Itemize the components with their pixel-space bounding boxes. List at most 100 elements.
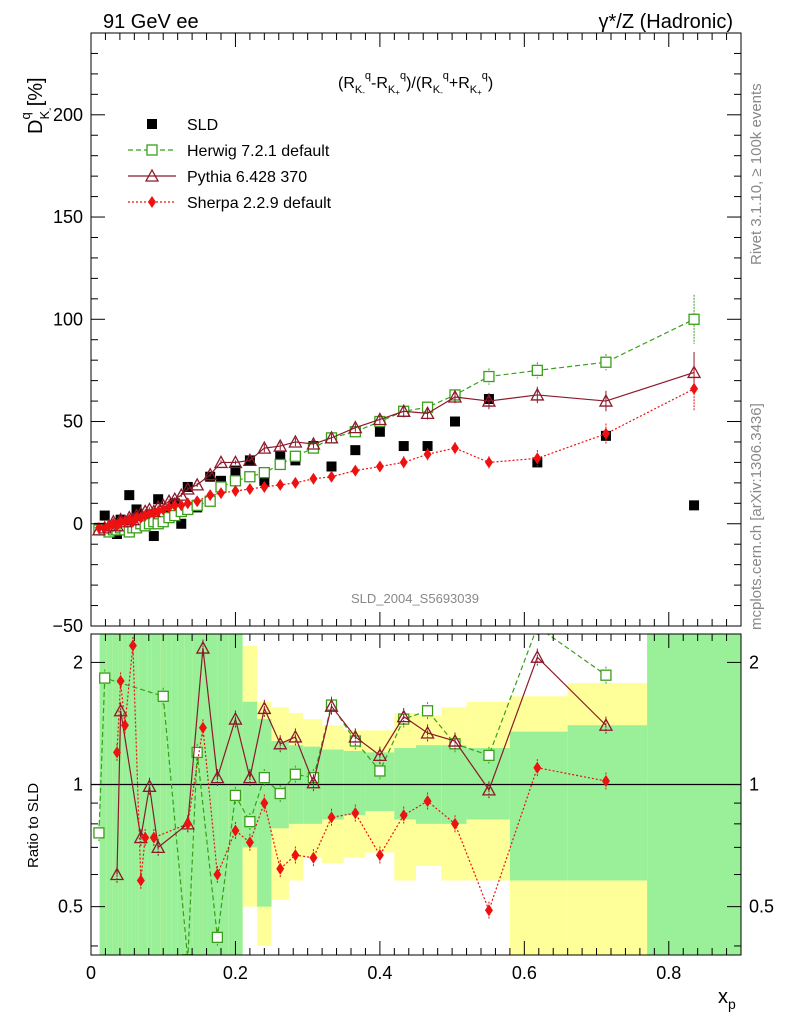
uncertainty-band-green	[192, 634, 203, 955]
ratio-point	[601, 775, 610, 788]
data-point	[350, 445, 361, 456]
ratio-y-tick-label: 1	[73, 775, 83, 795]
data-point	[124, 490, 135, 501]
ratio-point	[533, 761, 542, 774]
ratio-point	[109, 867, 125, 881]
data-point	[258, 466, 270, 479]
data-point	[399, 456, 408, 469]
uncertainty-band-green	[567, 725, 648, 881]
ratio-point	[274, 787, 286, 800]
legend-marker	[144, 168, 160, 182]
uncertainty-band-green	[166, 634, 172, 955]
uncertainty-band-green	[160, 634, 167, 955]
x-tick-label: 0.2	[223, 963, 248, 983]
uncertainty-band-green	[202, 634, 218, 955]
ratio-point	[351, 807, 360, 820]
uncertainty-band-green	[118, 634, 123, 955]
data-point	[686, 365, 702, 379]
ratio-point	[396, 709, 411, 723]
uncertainty-band-green	[217, 634, 229, 955]
ratio-point	[327, 811, 336, 824]
data-point	[598, 393, 614, 407]
data-point	[420, 405, 435, 419]
ratio-point	[309, 851, 318, 864]
data-point	[309, 472, 318, 485]
ratio-point	[276, 862, 285, 875]
data-point	[145, 507, 154, 520]
data-point	[148, 531, 159, 542]
ratio-point	[195, 640, 211, 654]
data-point	[351, 464, 360, 477]
ratio-series-1	[109, 639, 614, 884]
data-point	[141, 509, 150, 522]
data-point	[193, 495, 202, 508]
uncertainty-band-green	[106, 634, 113, 955]
data-point	[274, 458, 286, 471]
rivet-version-label: Rivet 3.1.10, ≥ 100k events	[748, 83, 765, 265]
ratio-y-tick-label: 2	[73, 652, 83, 672]
data-point	[257, 440, 272, 454]
data-point	[289, 450, 302, 462]
ratio-point	[93, 827, 105, 839]
data-point	[688, 313, 700, 325]
data-point	[372, 412, 387, 426]
data-point	[689, 500, 700, 511]
data-point	[228, 455, 243, 469]
ratio-point	[151, 840, 166, 854]
ratio-point	[600, 669, 612, 681]
data-point	[183, 497, 192, 510]
ratio-point	[399, 809, 408, 822]
legend-marker	[147, 119, 157, 129]
legend-label: Sherpa 2.2.9 default	[187, 195, 332, 212]
ratio-point	[530, 649, 545, 663]
ratio-point	[421, 705, 434, 717]
ratio-point	[532, 622, 542, 632]
legend-label: SLD	[187, 117, 218, 134]
data-point	[180, 481, 195, 495]
data-point	[375, 460, 384, 473]
ratio-point	[257, 701, 272, 715]
ratio-point	[228, 711, 243, 725]
x-tick-label: 0	[86, 963, 96, 983]
ratio-point	[182, 954, 194, 955]
ratio-point	[99, 672, 111, 684]
x-tick-label: 0.6	[512, 963, 537, 983]
ratio-point	[481, 782, 497, 796]
ratio-point	[210, 770, 225, 784]
ratio-point	[244, 816, 256, 828]
data-point	[94, 521, 103, 534]
legend: SLD Herwig 7.2.1 default Pythia 6.428 370 S…	[128, 117, 332, 212]
uncertainty-band-green	[156, 634, 161, 955]
ratio-y-tick-label-right: 2	[749, 652, 759, 672]
data-point	[484, 456, 493, 469]
ratio-point	[375, 849, 384, 862]
ratio-point	[273, 736, 288, 750]
header-left-title: 91 GeV ee	[103, 11, 199, 33]
data-point	[481, 393, 497, 407]
data-point	[230, 465, 241, 476]
ratio-point	[598, 717, 614, 731]
data-point	[348, 420, 363, 434]
main-axes: −50 0 50 100 150 200	[52, 32, 742, 636]
ratio-point	[211, 931, 224, 944]
ratio-point	[116, 674, 125, 687]
ratio-point	[423, 795, 432, 808]
data-point	[600, 356, 612, 368]
ratio-y-tick-label-right: 0.5	[749, 897, 774, 917]
ratio-point	[198, 721, 207, 734]
uncertainty-band-green	[122, 634, 128, 955]
ratio-point	[258, 771, 270, 784]
ratio-point	[420, 725, 435, 739]
y-tick-label: 100	[53, 309, 83, 329]
x-tick-label: 0.8	[656, 963, 681, 983]
data-point	[326, 461, 337, 472]
data-point	[374, 426, 385, 437]
data-point	[170, 499, 179, 512]
data-point	[177, 499, 186, 512]
uncertainty-band-green	[257, 719, 272, 907]
data-point	[396, 403, 411, 417]
uncertainty-band-green	[509, 731, 568, 881]
ratio-point	[288, 729, 303, 743]
ratio-point	[451, 817, 459, 830]
